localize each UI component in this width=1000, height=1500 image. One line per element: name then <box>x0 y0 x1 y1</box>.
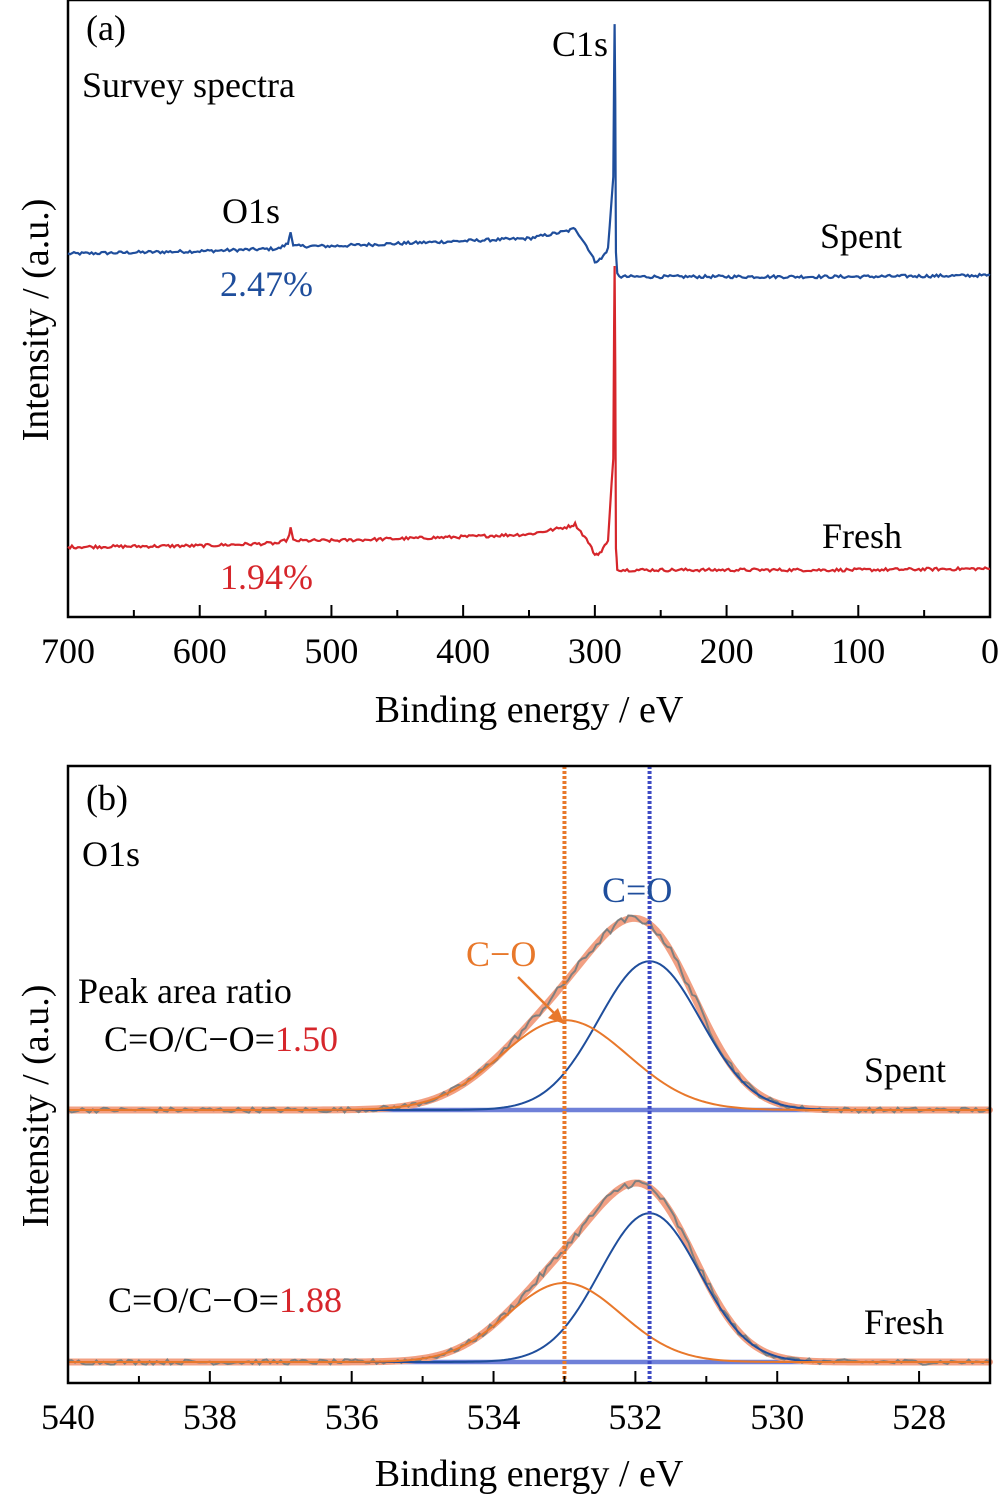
o1s-peak-label: O1s <box>222 191 280 231</box>
fresh-ratio-value: 1.88 <box>279 1280 342 1320</box>
panel-b-label: (b) <box>86 778 128 818</box>
panel-a-y-axis-title: Intensity / (a.u.) <box>15 199 57 442</box>
panel-a-x-axis-title: Binding energy / eV <box>375 689 684 731</box>
panel-b-tick-label: 534 <box>467 1397 521 1437</box>
spent-o-content-label: 2.47% <box>220 264 313 304</box>
panel-a-series <box>67 24 991 573</box>
panel-b-plot <box>67 766 993 1383</box>
spent-ratio-text: C=O/C−O=1.50 <box>104 1019 338 1059</box>
panel-a-tick-label: 700 <box>41 631 95 671</box>
panel-b-tick-label: 540 <box>41 1397 95 1437</box>
panel-b-tick-label: 536 <box>325 1397 379 1437</box>
panel-a-tick-label: 300 <box>568 631 622 671</box>
panel-b-x-axis-title: Binding energy / eV <box>375 1453 684 1495</box>
panel-a: 700 600 500 400 300 200 100 0 (a) Survey spectr… <box>15 0 999 731</box>
panel-b-x-ticks: 540 538 536 534 532 530 528 <box>41 1371 946 1437</box>
panel-b-subtitle: O1s <box>82 834 140 874</box>
spent-ratio-value: 1.50 <box>275 1019 338 1059</box>
component-c-single-o-fresh <box>68 1281 990 1363</box>
panel-a-tick-label: 600 <box>173 631 227 671</box>
c1s-peak-label: C1s <box>552 24 608 64</box>
panel-a-tick-label: 500 <box>304 631 358 671</box>
panel-b: 540 538 536 534 532 530 528 (b) O1s C=O C−O Pe… <box>15 764 993 1495</box>
component-c-single-o-spent <box>68 1019 990 1111</box>
spent-ratio-prefix: C=O/C−O= <box>104 1019 275 1059</box>
panel-a-subtitle: Survey spectra <box>82 65 295 105</box>
c-double-o-label: C=O <box>602 870 672 910</box>
fresh-group-label: Fresh <box>864 1302 944 1342</box>
series-line-spent <box>67 24 991 280</box>
spent-group-label: Spent <box>864 1050 946 1090</box>
panel-b-y-axis-title: Intensity / (a.u.) <box>15 985 57 1228</box>
spent-series-label: Spent <box>820 216 902 256</box>
fit-envelope-fresh <box>68 1179 990 1366</box>
fresh-series-label: Fresh <box>822 516 902 556</box>
raw-spectrum-fresh <box>67 1179 991 1367</box>
series-line-fresh <box>67 266 991 573</box>
panel-b-frame <box>66 764 992 1385</box>
fresh-o-content-label: 1.94% <box>220 557 313 597</box>
panel-b-tick-label: 532 <box>608 1397 662 1437</box>
panel-b-tick-label: 538 <box>183 1397 237 1437</box>
panel-b-tick-label: 530 <box>750 1397 804 1437</box>
c-single-o-label: C−O <box>466 934 536 974</box>
c-single-o-arrowhead <box>548 1008 564 1024</box>
peak-area-ratio-label: Peak area ratio <box>78 971 292 1011</box>
c-single-o-arrow <box>517 976 560 1019</box>
panel-a-x-ticks: 700 600 500 400 300 200 100 0 <box>41 605 999 671</box>
fresh-ratio-text: C=O/C−O=1.88 <box>108 1280 342 1320</box>
panel-a-tick-label: 100 <box>831 631 885 671</box>
panel-a-tick-label: 400 <box>436 631 490 671</box>
panel-a-tick-label: 0 <box>981 631 999 671</box>
fresh-ratio-prefix: C=O/C−O= <box>108 1280 279 1320</box>
panel-b-tick-label: 528 <box>892 1397 946 1437</box>
panel-a-tick-label: 200 <box>700 631 754 671</box>
panel-a-label: (a) <box>86 8 126 48</box>
